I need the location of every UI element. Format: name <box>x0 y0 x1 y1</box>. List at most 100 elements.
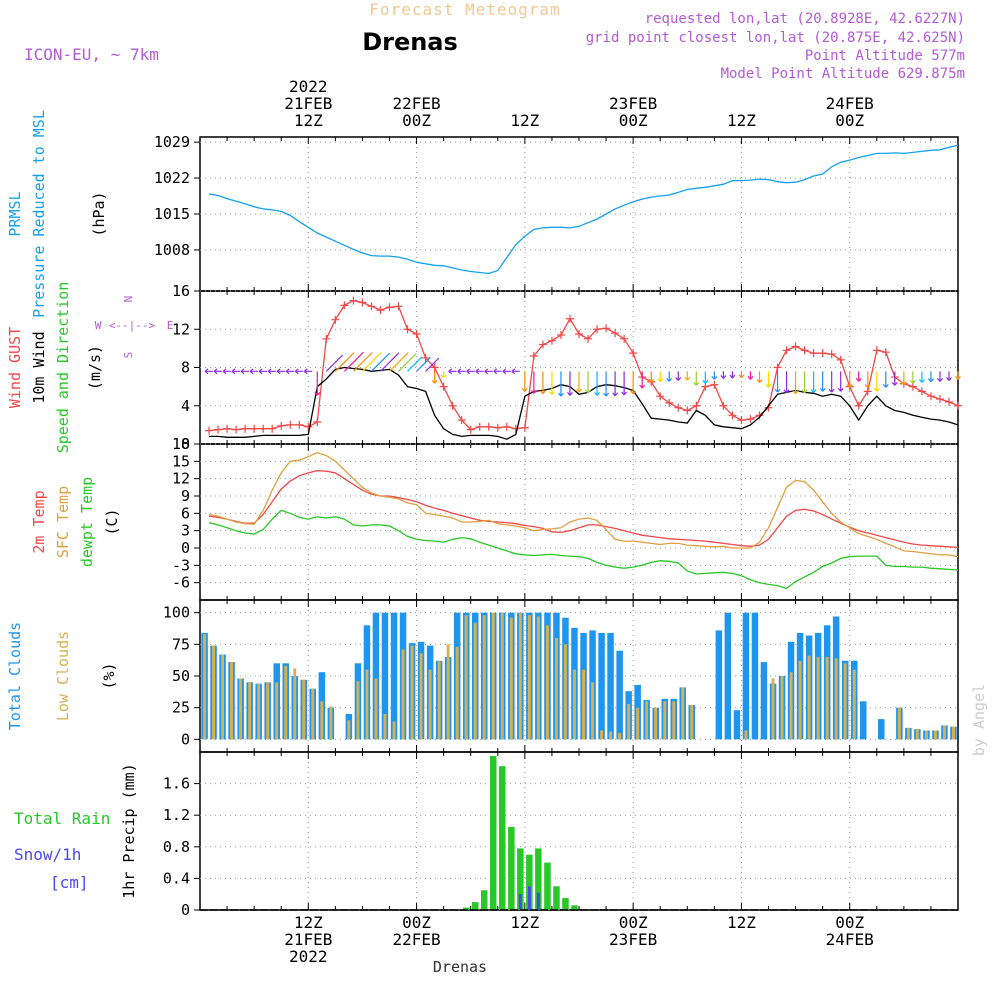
gust-marker <box>584 334 593 343</box>
y-tick-label: 8 <box>181 359 190 377</box>
bar-snow-1h <box>518 894 522 910</box>
panel-frame <box>199 443 959 601</box>
side-label: Low Clouds <box>54 631 72 721</box>
wind-direction-arrow <box>557 371 564 397</box>
model-altitude: Model Point Altitude 629.875m <box>721 66 965 82</box>
bar-low-clouds <box>248 682 252 740</box>
bottom-time-label: 12Z <box>510 913 539 932</box>
top-time-label: 23FEB <box>609 94 657 113</box>
gust-marker <box>872 346 881 355</box>
wind-direction-arrow <box>493 368 502 375</box>
compass-e: E <box>167 319 174 332</box>
wind-direction-arrow <box>407 356 423 372</box>
y-tick-label: 0 <box>181 901 190 919</box>
bar-low-clouds <box>401 649 405 740</box>
gust-marker <box>322 334 331 343</box>
gust-marker <box>602 324 611 333</box>
bar-low-clouds <box>952 726 955 740</box>
wind-direction-arrow <box>630 371 637 395</box>
bar-total-rain <box>472 902 479 910</box>
wind-direction-arrow <box>693 371 700 386</box>
gust-marker <box>773 363 782 372</box>
bar-low-clouds <box>915 729 919 740</box>
gust-marker <box>944 397 953 406</box>
wind-direction-arrow <box>648 371 655 383</box>
y-tick-label: 50 <box>172 667 190 685</box>
bar-total-rain <box>562 898 569 910</box>
bar-low-clouds <box>212 645 215 740</box>
y-tick-label: 100 <box>163 604 190 622</box>
wind-direction-arrow <box>431 371 438 384</box>
wind-direction-arrow <box>303 368 313 375</box>
bar-total-clouds <box>607 632 614 740</box>
gust-marker <box>917 387 926 396</box>
wind-direction-arrow <box>936 371 943 382</box>
bar-low-clouds <box>798 660 802 740</box>
bar-low-clouds <box>329 706 333 740</box>
gust-marker <box>791 342 800 351</box>
gust-marker <box>611 329 620 338</box>
gust-marker <box>493 423 502 432</box>
bar-total-rain <box>571 905 578 910</box>
top-time-label: 00Z <box>619 111 648 130</box>
gust-marker <box>547 336 556 345</box>
gust-marker <box>529 352 538 361</box>
gust-marker <box>620 334 629 343</box>
top-time-label: 2022 <box>289 77 328 96</box>
top-time-label: 24FEB <box>826 94 874 113</box>
gust-marker <box>782 346 791 355</box>
gust-marker <box>502 422 511 431</box>
wind-direction-arrow <box>955 371 961 380</box>
super-title: Forecast Meteogram <box>369 0 560 19</box>
gust-marker <box>385 303 394 312</box>
wind-direction-arrow <box>747 371 754 380</box>
y-tick-label: -6 <box>172 574 190 592</box>
side-label: Total Rain <box>14 809 110 828</box>
gust-marker <box>701 382 710 391</box>
bar-low-clouds <box>618 733 621 740</box>
side-label: PRMSL <box>6 191 24 236</box>
gust-marker <box>656 392 665 401</box>
bar-low-clouds <box>555 638 558 740</box>
gust-marker <box>836 355 845 364</box>
wind-direction-arrow <box>440 371 447 379</box>
series-line-sfc-temp <box>208 452 958 558</box>
wind-direction-arrow <box>720 371 727 379</box>
bar-total-clouds <box>733 710 741 740</box>
bar-low-clouds <box>672 701 676 740</box>
panel-frame <box>199 751 959 911</box>
bar-low-clouds <box>509 617 513 740</box>
bottom-time-label: 12Z <box>727 913 756 932</box>
y-tick-label: 1015 <box>154 205 190 223</box>
bar-total-rain <box>517 848 524 910</box>
gust-marker <box>827 350 836 359</box>
wind-direction-arrow <box>352 351 373 372</box>
side-label: (C) <box>103 508 121 535</box>
top-time-label: 00Z <box>835 111 864 130</box>
wind-direction-arrow <box>567 371 573 396</box>
bar-low-clouds <box>518 612 522 740</box>
gust-marker <box>421 353 430 362</box>
bar-low-clouds <box>564 644 567 740</box>
panel-clouds: 0 25 50 75 100 Total Clouds Low Clouds (%) <box>6 599 959 753</box>
compass-n: N <box>122 296 135 303</box>
bar-low-clouds <box>203 634 206 740</box>
bar-total-clouds <box>715 630 723 740</box>
gust-marker <box>710 380 719 389</box>
y-tick-label: 1029 <box>154 133 190 151</box>
bar-low-clouds <box>221 654 224 740</box>
bar-total-clouds <box>372 612 380 740</box>
bar-low-clouds <box>690 705 694 740</box>
y-tick-label: 16 <box>172 282 190 300</box>
bar-low-clouds <box>302 679 306 740</box>
wind-direction-arrow <box>213 368 223 375</box>
wind-direction-arrow <box>594 371 601 396</box>
wind-direction-arrow <box>389 352 409 372</box>
side-label: SFC Temp <box>54 486 72 558</box>
y-tick-label: 0.4 <box>163 869 190 887</box>
wind-direction-arrow <box>684 371 691 381</box>
gust-marker <box>926 392 935 401</box>
wind-direction-arrow <box>314 371 321 396</box>
bar-low-clouds <box>546 625 549 740</box>
